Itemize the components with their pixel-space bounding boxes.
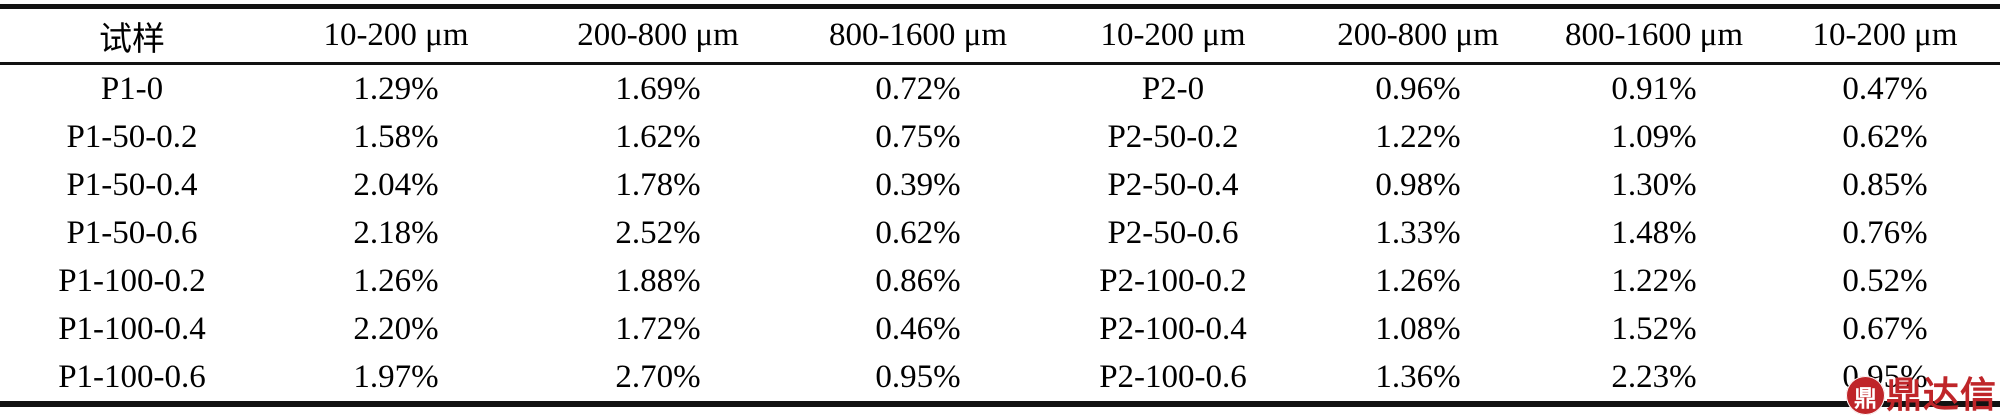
table-cell: 1.08% — [1375, 310, 1461, 347]
sample-name-cell: P1-50-0.2 — [66, 118, 198, 155]
column-header: 10-200 μm — [1048, 6, 1298, 65]
sample-name-cell: P1-0 — [100, 70, 164, 107]
table-cell: 0.62% — [1842, 118, 1928, 155]
table-cell: 1.22% — [1611, 262, 1697, 299]
table-cell: 0.76% — [1842, 214, 1928, 251]
watermark-text: 鼎达信 — [1885, 374, 1997, 416]
sample-name-cell: P2-50-0.4 — [1107, 166, 1239, 203]
sample-name-cell: P2-100-0.6 — [1099, 358, 1247, 395]
column-header: 800-1600 μm — [788, 6, 1048, 65]
table-cell: 2.52% — [615, 214, 701, 251]
table-cell: 0.85% — [1842, 166, 1928, 203]
sample-name-cell: P1-100-0.6 — [58, 358, 206, 395]
table-cell: 1.88% — [615, 262, 701, 299]
table-cell: 0.46% — [875, 310, 961, 347]
sample-name-cell: P1-100-0.4 — [58, 310, 206, 347]
table-cell: 0.39% — [875, 166, 961, 203]
table-cell: 1.09% — [1611, 118, 1697, 155]
column-header: 200-800 μm — [1298, 6, 1538, 65]
sample-name-cell: P1-50-0.4 — [66, 166, 198, 203]
sample-name-cell: P2-50-0.6 — [1107, 214, 1239, 251]
table-cell: 0.91% — [1611, 70, 1697, 107]
dingdaxin-logo-icon: 鼎 — [1845, 376, 1885, 415]
table-cell: 0.62% — [875, 214, 961, 251]
sample-name-cell: P2-50-0.2 — [1107, 118, 1239, 155]
table-cell: 1.97% — [353, 358, 439, 395]
table-row: P1-100-0.4 2.20% 1.72% 0.46% P2-100-0.4 … — [0, 305, 2000, 353]
table-row: P1-50-0.2 1.58% 1.62% 0.75% P2-50-0.2 1.… — [0, 113, 2000, 161]
table-cell: 0.52% — [1842, 262, 1928, 299]
table-cell: 1.26% — [353, 262, 439, 299]
sample-name-cell: P2-100-0.2 — [1099, 262, 1247, 299]
table-cell: 2.04% — [353, 166, 439, 203]
table-cell: 1.72% — [615, 310, 701, 347]
watermark: 鼎 鼎达信 — [1845, 374, 1997, 416]
sample-name-cell: P2-100-0.4 — [1099, 310, 1247, 347]
table-row: P1-50-0.4 2.04% 1.78% 0.39% P2-50-0.4 0.… — [0, 161, 2000, 209]
table-row: P1-50-0.6 2.18% 2.52% 0.62% P2-50-0.6 1.… — [0, 209, 2000, 257]
table-cell: 1.58% — [353, 118, 439, 155]
table-cell: 2.18% — [353, 214, 439, 251]
sample-name-cell: P2-0 — [1141, 70, 1205, 107]
table-cell: 0.95% — [875, 358, 961, 395]
table-cell: 1.69% — [615, 70, 701, 107]
table-cell: 0.47% — [1842, 70, 1928, 107]
table-cell: 2.20% — [353, 310, 439, 347]
column-header: 800-1600 μm — [1538, 6, 1770, 65]
sample-name-cell: P1-100-0.2 — [58, 262, 206, 299]
table-cell: 1.33% — [1375, 214, 1461, 251]
column-header-sample: 试样 — [0, 6, 264, 65]
table-cell: 0.75% — [875, 118, 961, 155]
table-row: P1-100-0.2 1.26% 1.88% 0.86% P2-100-0.2 … — [0, 257, 2000, 305]
table-cell: 1.52% — [1611, 310, 1697, 347]
table-cell: 1.62% — [615, 118, 701, 155]
table-cell: 0.67% — [1842, 310, 1928, 347]
column-header: 200-800 μm — [528, 6, 788, 65]
column-header: 10-200 μm — [1770, 6, 2000, 65]
table-cell: 0.86% — [875, 262, 961, 299]
table-row: P1-100-0.6 1.97% 2.70% 0.95% P2-100-0.6 … — [0, 353, 2000, 404]
column-header: 10-200 μm — [264, 6, 528, 65]
table-cell: 1.30% — [1611, 166, 1697, 203]
table-cell: 1.26% — [1375, 262, 1461, 299]
table-cell: 2.70% — [615, 358, 701, 395]
sample-name-cell: P1-50-0.6 — [66, 214, 198, 251]
table-cell: 0.96% — [1375, 70, 1461, 107]
particle-size-table: 试样 10-200 μm 200-800 μm 800-1600 μm 10-2… — [0, 4, 2000, 407]
table-cell: 0.98% — [1375, 166, 1461, 203]
table-cell: 1.48% — [1611, 214, 1697, 251]
table-cell: 1.22% — [1375, 118, 1461, 155]
table-cell: 0.72% — [875, 70, 961, 107]
table-cell: 2.23% — [1611, 358, 1697, 395]
table-cell: 1.78% — [615, 166, 701, 203]
table-cell: 1.36% — [1375, 358, 1461, 395]
table-header-row: 试样 10-200 μm 200-800 μm 800-1600 μm 10-2… — [0, 6, 2000, 65]
table-cell: 1.29% — [353, 70, 439, 107]
table-row: P1-0 1.29% 1.69% 0.72% P2-0 0.96% 0.91% … — [0, 64, 2000, 114]
